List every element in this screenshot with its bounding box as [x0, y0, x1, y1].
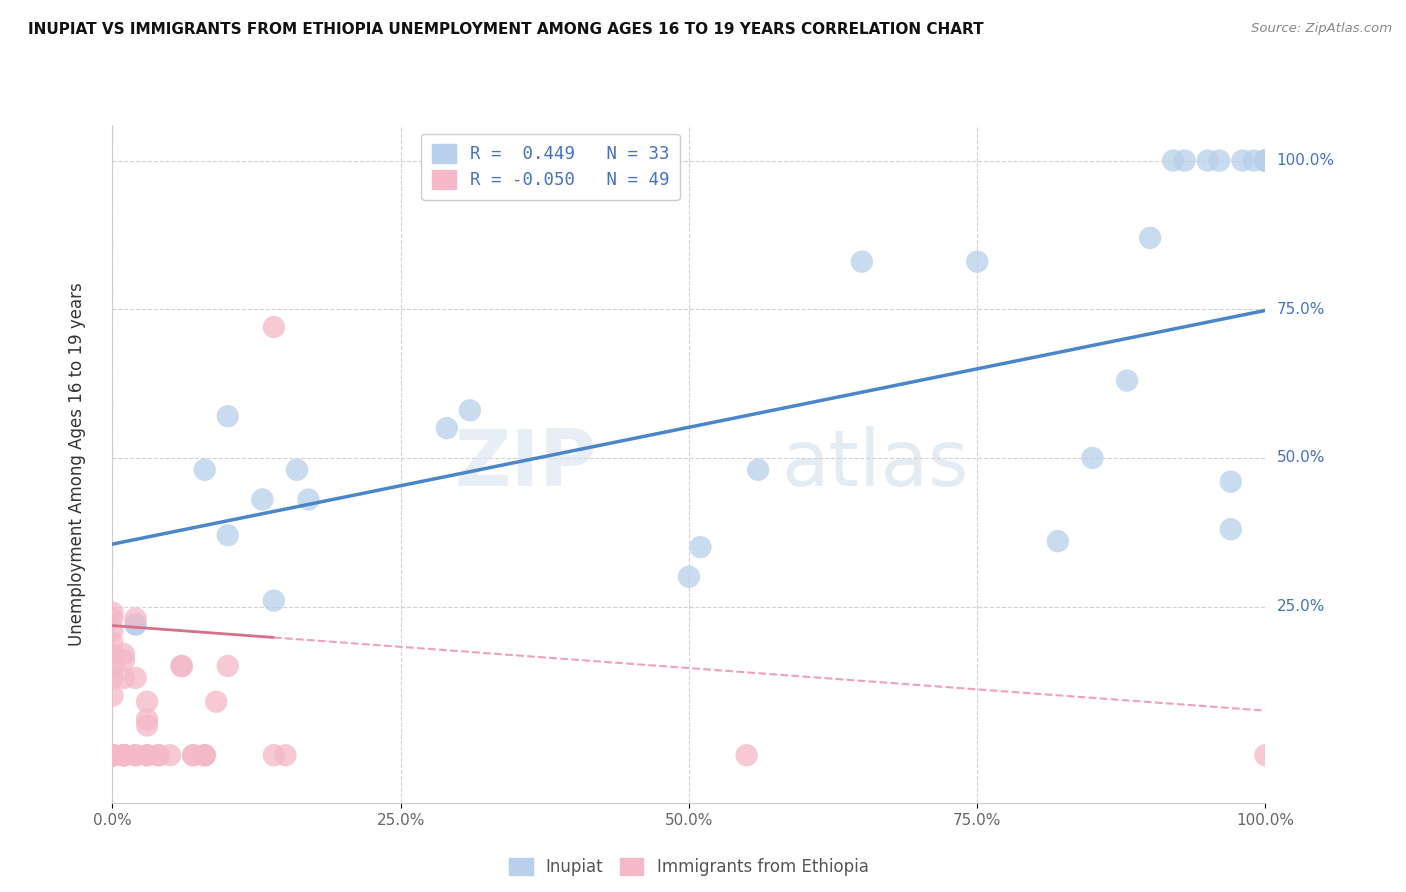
Point [136, 713, 159, 727]
Point [124, 611, 146, 625]
Text: Source: ZipAtlas.com: Source: ZipAtlas.com [1251, 22, 1392, 36]
Point [101, 635, 124, 649]
Point [194, 463, 217, 477]
Point [101, 748, 124, 763]
Point [136, 748, 159, 763]
Point [124, 748, 146, 763]
Point [101, 748, 124, 763]
Point [689, 540, 711, 554]
Point [1254, 153, 1277, 168]
Point [101, 748, 124, 763]
Point [148, 748, 170, 763]
Text: 25.0%: 25.0% [1277, 599, 1324, 614]
Point [1046, 534, 1069, 549]
Text: 100.0%: 100.0% [1277, 153, 1334, 168]
Point [205, 695, 228, 709]
Point [124, 748, 146, 763]
Point [181, 748, 204, 763]
Y-axis label: Unemployment Among Ages 16 to 19 years: Unemployment Among Ages 16 to 19 years [67, 282, 86, 646]
Point [1219, 522, 1241, 536]
Point [136, 748, 159, 763]
Point [274, 748, 297, 763]
Point [1254, 153, 1277, 168]
Point [1139, 231, 1161, 245]
Point [263, 748, 285, 763]
Point [1116, 374, 1139, 388]
Point [1254, 153, 1277, 168]
Point [1208, 153, 1230, 168]
Point [1243, 153, 1265, 168]
Point [124, 617, 146, 632]
Point [966, 254, 988, 268]
Text: INUPIAT VS IMMIGRANTS FROM ETHIOPIA UNEMPLOYMENT AMONG AGES 16 TO 19 YEARS CORRE: INUPIAT VS IMMIGRANTS FROM ETHIOPIA UNEM… [28, 22, 984, 37]
Point [101, 624, 124, 638]
Point [170, 659, 193, 673]
Point [101, 748, 124, 763]
Point [458, 403, 481, 417]
Point [194, 748, 217, 763]
Point [263, 593, 285, 607]
Point [101, 748, 124, 763]
Point [1197, 153, 1219, 168]
Point [851, 254, 873, 268]
Point [112, 647, 135, 661]
Point [1254, 153, 1277, 168]
Point [101, 748, 124, 763]
Point [101, 611, 124, 625]
Point [101, 748, 124, 763]
Point [1174, 153, 1197, 168]
Point [101, 748, 124, 763]
Point [112, 653, 135, 667]
Point [252, 492, 274, 507]
Point [136, 695, 159, 709]
Point [112, 671, 135, 685]
Point [1081, 450, 1104, 465]
Text: atlas: atlas [782, 425, 969, 502]
Text: ZIP: ZIP [454, 425, 596, 502]
Point [181, 748, 204, 763]
Point [101, 606, 124, 620]
Point [1254, 748, 1277, 763]
Point [124, 671, 146, 685]
Point [436, 421, 458, 435]
Point [112, 748, 135, 763]
Text: 75.0%: 75.0% [1277, 301, 1324, 317]
Point [136, 718, 159, 732]
Point [1219, 475, 1241, 489]
Legend: Inupiat, Immigrants from Ethiopia: Inupiat, Immigrants from Ethiopia [502, 851, 876, 882]
Point [285, 463, 308, 477]
Point [1161, 153, 1184, 168]
Point [112, 748, 135, 763]
Point [112, 748, 135, 763]
Text: 50.0%: 50.0% [1277, 450, 1324, 466]
Point [1232, 153, 1254, 168]
Point [148, 748, 170, 763]
Point [297, 492, 319, 507]
Point [263, 320, 285, 334]
Point [170, 659, 193, 673]
Point [112, 748, 135, 763]
Point [1254, 153, 1277, 168]
Point [678, 570, 700, 584]
Point [101, 659, 124, 673]
Point [217, 409, 239, 424]
Point [194, 748, 217, 763]
Point [159, 748, 181, 763]
Point [124, 617, 146, 632]
Point [747, 463, 769, 477]
Point [217, 659, 239, 673]
Point [101, 647, 124, 661]
Point [194, 748, 217, 763]
Point [735, 748, 758, 763]
Point [101, 689, 124, 703]
Point [217, 528, 239, 542]
Point [101, 671, 124, 685]
